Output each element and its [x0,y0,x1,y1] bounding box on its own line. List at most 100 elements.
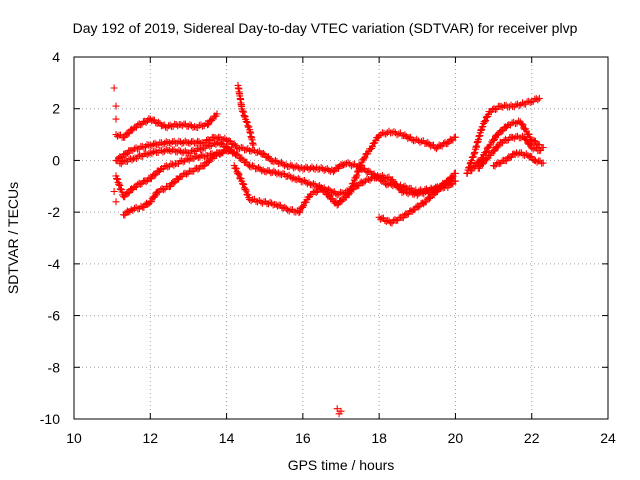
data-point [352,173,360,181]
data-point [151,192,159,200]
data-point [161,139,169,147]
data-point [322,165,330,173]
data-point [137,202,145,210]
data-point [239,180,247,188]
data-point [242,187,250,195]
data-point [490,137,498,144]
x-tick-label: 10 [66,430,82,446]
data-point [262,168,270,176]
data-point [483,156,491,164]
data-point [361,153,369,161]
data-point [422,188,429,196]
data-point [288,175,296,183]
data-point [329,188,337,196]
data-point [426,195,433,202]
data-point [127,146,135,154]
data-point [150,193,158,201]
data-point [259,149,267,157]
data-point [355,165,363,173]
data-point [451,177,459,185]
y-tick-label: -4 [48,256,61,272]
data-point [160,186,168,194]
data-point [247,147,255,155]
data-point [110,188,118,195]
data-point [302,178,310,186]
data-point [197,121,205,129]
data-point [490,147,498,155]
data-point [312,189,320,196]
y-tick-label: -8 [48,359,61,375]
data-point [116,159,124,167]
data-point [333,201,341,209]
data-point [432,145,440,153]
data-point [162,145,170,153]
data-point [184,155,192,163]
data-point [378,172,386,179]
data-point [232,164,240,172]
data-point [522,135,530,143]
data-point [299,177,307,185]
data-point [393,131,401,139]
data-point [162,123,169,131]
data-point [164,163,172,171]
data-point [254,148,262,156]
data-point [437,184,445,192]
data-point [345,191,353,199]
x-tick-label: 16 [295,430,311,446]
series-outliers [110,84,345,418]
x-axis: 10 12 14 16 18 20 22 24 [66,57,616,446]
series-arc-f [230,127,459,217]
data-point [271,156,279,164]
data-point [514,100,521,108]
data-point [276,159,284,167]
data-point [195,138,203,146]
y-tick-label: -10 [40,411,60,427]
data-point [435,141,443,149]
data-point [382,175,390,183]
data-point [110,84,118,92]
y-tick-label: 2 [52,101,60,117]
data-point [120,156,128,164]
data-point [369,173,377,181]
data-point [284,172,292,180]
data-point [534,96,542,104]
data-point [249,141,257,149]
data-point [229,149,237,157]
data-point [357,161,365,169]
y-axis: 4 2 0 -2 -4 -6 -8 -10 [40,49,608,427]
data-point [166,121,174,129]
series-arc-a [112,110,221,141]
y-tick-label: 0 [52,152,60,168]
data-point [375,132,383,140]
data-point [150,148,157,156]
data-point [234,169,242,177]
data-point [390,128,398,136]
data-point [125,188,133,196]
x-tick-label: 12 [142,430,158,446]
data-point [310,164,317,172]
data-point [122,151,130,159]
data-point [303,180,311,188]
data-point [519,99,526,107]
data-point [142,118,150,126]
data-point [112,198,120,206]
data-point [258,167,266,175]
data-point [136,151,144,159]
data-point [114,132,121,140]
data-point [206,142,214,150]
data-point [360,155,368,163]
data-point [285,171,293,179]
data-point [422,139,430,147]
x-tick-label: 24 [600,430,616,446]
data-point [300,165,308,173]
data-point [529,145,537,153]
data-point [441,139,449,147]
data-point [360,178,368,186]
data-point [347,162,355,170]
data-point [295,209,303,217]
data-point [131,154,139,162]
data-point [183,170,190,178]
data-point [291,163,299,171]
data-point [285,163,293,171]
